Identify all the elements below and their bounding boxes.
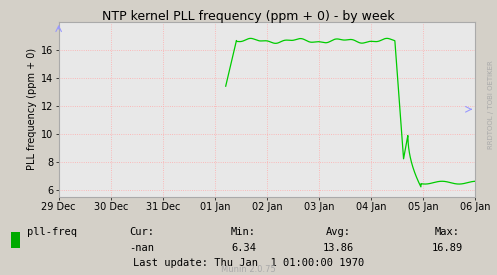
Text: 16.89: 16.89 bbox=[432, 243, 463, 253]
Text: 13.86: 13.86 bbox=[323, 243, 353, 253]
Text: pll-freq: pll-freq bbox=[27, 227, 78, 237]
Text: RRDTOOL / TOBI OETIKER: RRDTOOL / TOBI OETIKER bbox=[488, 60, 494, 149]
Text: Min:: Min: bbox=[231, 227, 256, 237]
Text: Cur:: Cur: bbox=[129, 227, 154, 237]
Text: Munin 2.0.75: Munin 2.0.75 bbox=[221, 265, 276, 274]
Text: 6.34: 6.34 bbox=[231, 243, 256, 253]
Text: Last update: Thu Jan  1 01:00:00 1970: Last update: Thu Jan 1 01:00:00 1970 bbox=[133, 258, 364, 268]
Text: Avg:: Avg: bbox=[326, 227, 350, 237]
Text: NTP kernel PLL frequency (ppm + 0) - by week: NTP kernel PLL frequency (ppm + 0) - by … bbox=[102, 10, 395, 23]
Text: -nan: -nan bbox=[129, 243, 154, 253]
Y-axis label: PLL frequency (ppm + 0): PLL frequency (ppm + 0) bbox=[26, 48, 37, 170]
Text: Max:: Max: bbox=[435, 227, 460, 237]
